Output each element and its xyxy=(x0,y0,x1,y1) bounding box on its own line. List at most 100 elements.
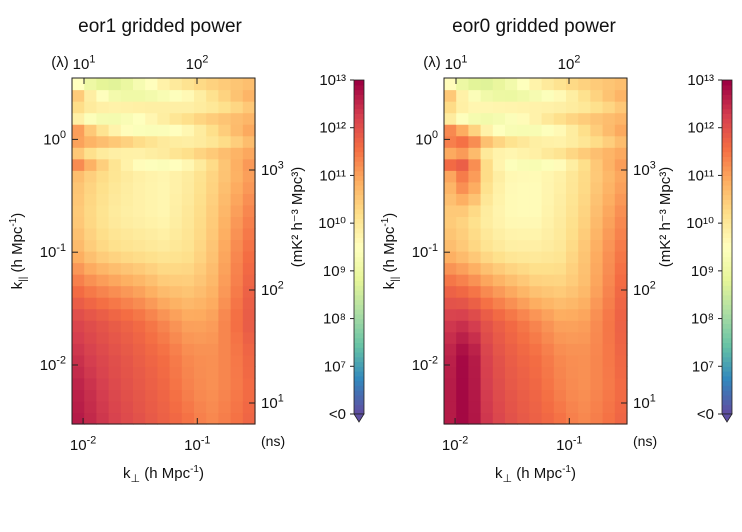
heatmap-cell xyxy=(206,262,219,275)
top-axis-unit: (λ) xyxy=(51,54,69,71)
heatmap-cell xyxy=(230,412,244,425)
heatmap-cell xyxy=(541,135,555,148)
heatmap-cell xyxy=(529,158,543,171)
heatmap-cell xyxy=(480,193,494,206)
heatmap-cell xyxy=(120,354,134,367)
heatmap-cell xyxy=(541,170,555,183)
heatmap-cell xyxy=(566,251,579,264)
colorbar-segment xyxy=(354,218,364,224)
colorbar-segment xyxy=(354,256,364,262)
colorbar-label: (mK² h⁻³ Mpc³) xyxy=(289,167,306,267)
colorbar-segment xyxy=(722,180,732,186)
colorbar-segment xyxy=(354,142,364,148)
heatmap-cell xyxy=(444,377,457,390)
colorbar-segment xyxy=(722,266,732,272)
heatmap-cell xyxy=(590,181,604,194)
heatmap-cell xyxy=(578,366,591,379)
colorbar-segment xyxy=(354,309,364,315)
heatmap-cell xyxy=(218,112,232,125)
tick-exponent: -1 xyxy=(56,242,66,254)
heatmap-cell xyxy=(492,204,506,217)
heatmap-cell xyxy=(517,227,530,241)
heatmap-cell xyxy=(553,147,567,160)
heatmap-cell xyxy=(230,366,244,379)
heatmap-cell xyxy=(120,366,134,379)
heatmap-cell xyxy=(505,274,518,287)
heatmap-cell xyxy=(108,78,122,91)
heatmap-cell xyxy=(480,377,494,390)
heatmap-cell xyxy=(505,227,518,241)
heatmap-cell xyxy=(541,297,555,310)
heatmap-cell xyxy=(517,239,530,252)
heatmap-cell xyxy=(566,320,579,333)
heatmap-cell xyxy=(230,227,244,241)
heatmap-cell xyxy=(84,78,97,91)
colorbar-segment xyxy=(722,309,732,315)
tick-base: 10 xyxy=(261,395,278,412)
heatmap-cell xyxy=(120,216,134,229)
colorbar-segment xyxy=(722,223,732,229)
heatmap-cell xyxy=(230,343,244,356)
y-axis-label-part: || xyxy=(390,277,401,282)
chart-title: eor0 gridded power xyxy=(452,16,616,37)
heatmap-cell xyxy=(72,389,85,402)
x-tick-label: 10-2 xyxy=(442,435,468,454)
heatmap-cell xyxy=(517,204,530,217)
heatmap-cell xyxy=(456,89,469,102)
heatmap-cell xyxy=(169,78,183,91)
colorbar-segment xyxy=(354,323,364,329)
heatmap-cell xyxy=(614,204,628,217)
heatmap-cell xyxy=(230,285,244,298)
colorbar-segment xyxy=(354,204,364,210)
colorbar-segment xyxy=(722,80,732,86)
heatmap-cell xyxy=(145,389,158,402)
heatmap-cell xyxy=(456,170,469,183)
heatmap-cell xyxy=(590,297,604,310)
heatmap-cell xyxy=(120,389,134,402)
heatmap-cell xyxy=(242,147,256,160)
heatmap-cell xyxy=(181,331,195,344)
heatmap-cell xyxy=(602,412,616,425)
heatmap-cell xyxy=(492,308,506,321)
heatmap-cell xyxy=(468,262,482,275)
x-tick-label: 10-1 xyxy=(184,435,210,454)
heatmap-cell xyxy=(169,320,183,333)
heatmap-cell xyxy=(84,112,97,125)
colorbar-segment xyxy=(354,132,364,138)
colorbar: <0 10⁷ 10⁸ 10⁹ 10¹⁰ 10¹¹ 10¹² 10¹³ (mK² h⁻³ Mpc³… xyxy=(657,72,733,423)
heatmap-cell xyxy=(242,181,256,194)
heatmap-cell xyxy=(529,331,543,344)
heatmap-cell xyxy=(602,366,616,379)
plot-frame xyxy=(443,77,628,425)
heatmap-cell xyxy=(72,251,85,264)
heatmap-cell xyxy=(108,204,122,217)
plot-frame xyxy=(71,77,256,425)
colorbar-tick-label: 10⁹ xyxy=(691,263,714,280)
heatmap-cell xyxy=(108,285,122,298)
y-tick-label: 10-1 xyxy=(40,242,66,261)
heatmap-cell xyxy=(602,400,616,414)
heatmap-cell xyxy=(444,216,457,229)
heatmap-cell xyxy=(529,308,543,321)
heatmap-cell xyxy=(566,239,579,252)
heatmap-cell xyxy=(218,147,232,160)
heatmap-cell xyxy=(108,170,122,183)
heatmap-cell xyxy=(181,308,195,321)
colorbar-tick-label: 10¹⁰ xyxy=(318,215,346,232)
heatmap-cell xyxy=(492,377,506,390)
heatmap-cell xyxy=(157,366,171,379)
colorbar-segment xyxy=(354,199,364,205)
colorbar-segment xyxy=(722,351,732,358)
top-tick-label: 102 xyxy=(558,54,581,73)
heatmap-cell xyxy=(218,354,232,367)
heatmap-cell xyxy=(157,389,171,402)
heatmap-cell xyxy=(181,389,195,402)
heatmap-cell xyxy=(566,400,579,414)
heatmap-cell xyxy=(96,412,110,425)
heatmap-cell xyxy=(218,308,232,321)
colorbar-segment xyxy=(354,213,364,219)
heatmap-cell xyxy=(566,78,579,91)
heatmap-cell xyxy=(517,251,530,264)
heatmap-cell xyxy=(566,170,579,183)
heatmap-cell xyxy=(553,262,567,275)
